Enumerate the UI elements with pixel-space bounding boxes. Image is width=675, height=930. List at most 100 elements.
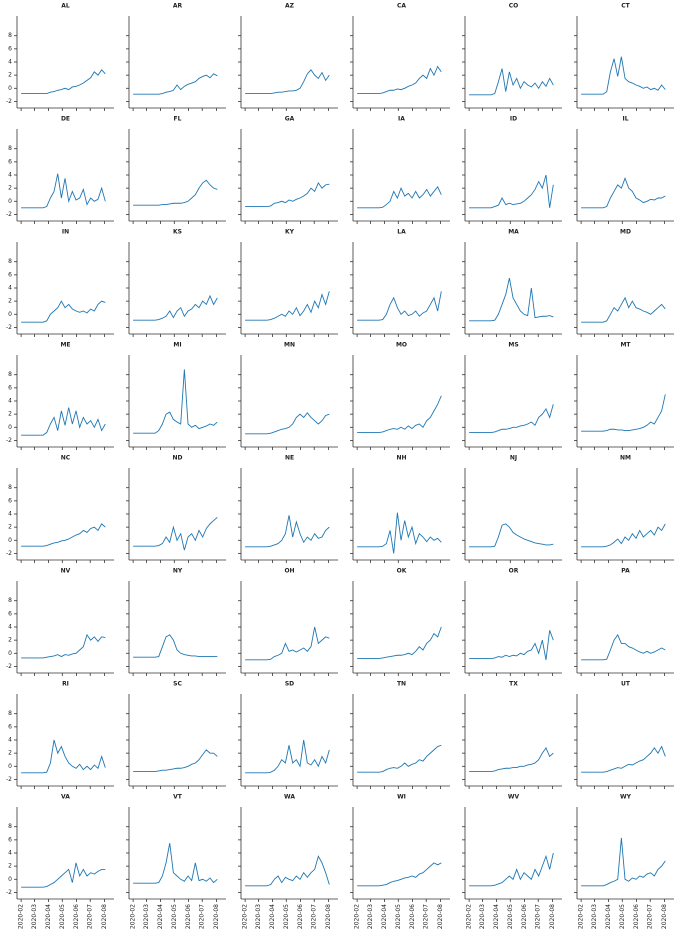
- y-tick-label: 0: [8, 424, 12, 431]
- series-line: [245, 515, 330, 548]
- series-line: [357, 744, 442, 773]
- y-tick-label: 8: [8, 823, 12, 830]
- y-tick-label: 2: [8, 750, 12, 757]
- series-line: [245, 69, 330, 94]
- panel-title: MI: [173, 342, 181, 349]
- y-tick-label: 2: [8, 637, 12, 644]
- x-tick-label: 2020-08: [437, 904, 444, 929]
- panel-title: MA: [508, 229, 519, 236]
- x-tick-label: 2020-03: [479, 904, 486, 929]
- x-tick-label: 2020-02: [578, 904, 585, 929]
- series-line: [133, 749, 218, 772]
- x-tick-label: 2020-03: [367, 904, 374, 929]
- x-tick-label: 2020-08: [549, 904, 556, 929]
- x-tick-label: 2020-04: [493, 904, 500, 929]
- series-line: [245, 739, 330, 774]
- y-tick-label: -2: [6, 437, 12, 444]
- panel-title: NH: [396, 455, 406, 462]
- panel-title: ME: [60, 342, 70, 349]
- series-line: [133, 634, 218, 658]
- panel-title: VT: [173, 794, 183, 801]
- series-line: [581, 745, 666, 773]
- y-tick-label: 4: [8, 59, 12, 66]
- panel-title: SC: [173, 681, 182, 688]
- x-tick-label: 2020-07: [535, 904, 542, 929]
- series-line: [245, 855, 330, 887]
- x-tick-label: 2020-06: [297, 904, 304, 929]
- series-line: [357, 185, 442, 209]
- series-line: [245, 626, 330, 661]
- x-tick-label: 2020-08: [661, 904, 668, 929]
- panel-title: TX: [509, 681, 518, 688]
- panel-title: KY: [285, 229, 295, 236]
- series-line: [469, 523, 554, 548]
- x-tick-label: 2020-04: [605, 904, 612, 929]
- y-tick-label: 8: [8, 484, 12, 491]
- series-line: [133, 179, 218, 206]
- panel-title: SD: [285, 681, 294, 688]
- y-tick-label: -2: [6, 776, 12, 783]
- panel-title: IN: [62, 229, 69, 236]
- panel-title: VA: [61, 794, 70, 801]
- y-tick-label: 8: [8, 710, 12, 717]
- series-line: [357, 291, 442, 321]
- panel-title: NY: [173, 568, 183, 575]
- y-tick-label: -2: [6, 889, 12, 896]
- panel-title: GA: [285, 116, 295, 123]
- panel-title: MN: [284, 342, 295, 349]
- panel-title: DE: [61, 116, 70, 123]
- x-tick-label: 2020-05: [507, 904, 514, 929]
- x-tick-label: 2020-02: [242, 904, 249, 929]
- series-line: [469, 68, 554, 96]
- series-line: [469, 630, 554, 660]
- series-line: [133, 516, 218, 551]
- panel-title: TN: [397, 681, 406, 688]
- y-tick-label: 2: [8, 524, 12, 531]
- panel-title: IL: [622, 116, 628, 123]
- series-line: [21, 633, 106, 659]
- y-tick-label: 6: [8, 45, 12, 52]
- y-tick-label: 4: [8, 172, 12, 179]
- y-tick-label: 0: [8, 311, 12, 318]
- y-tick-label: 8: [8, 32, 12, 39]
- y-tick-label: 6: [8, 271, 12, 278]
- y-tick-label: 6: [8, 158, 12, 165]
- panel-title: KS: [173, 229, 182, 236]
- series-line: [21, 300, 106, 323]
- series-line: [21, 407, 106, 436]
- y-tick-label: 8: [8, 145, 12, 152]
- panel-title: OR: [509, 568, 519, 575]
- y-tick-label: 2: [8, 863, 12, 870]
- y-tick-label: 0: [8, 763, 12, 770]
- series-line: [21, 173, 106, 209]
- panel-title: OH: [284, 568, 294, 575]
- y-tick-label: 0: [8, 876, 12, 883]
- x-tick-label: 2020-03: [143, 904, 150, 929]
- x-tick-label: 2020-07: [199, 904, 206, 929]
- y-tick-label: 0: [8, 537, 12, 544]
- x-tick-label: 2020-07: [647, 904, 654, 929]
- panel-title: NV: [61, 568, 71, 575]
- y-tick-label: 2: [8, 72, 12, 79]
- panel-title: NM: [620, 455, 631, 462]
- x-tick-label: 2020-02: [18, 904, 25, 929]
- panel-title: WA: [284, 794, 295, 801]
- x-tick-label: 2020-07: [311, 904, 318, 929]
- series-line: [245, 291, 330, 321]
- y-tick-label: -2: [6, 663, 12, 670]
- series-line: [357, 395, 442, 433]
- panel-title: IA: [398, 116, 405, 123]
- panel-title: WY: [620, 794, 632, 801]
- series-line: [581, 394, 666, 432]
- series-line: [357, 862, 442, 887]
- series-line: [469, 746, 554, 772]
- series-line: [469, 852, 554, 887]
- y-tick-label: 4: [8, 285, 12, 292]
- series-line: [357, 626, 442, 659]
- series-line: [469, 174, 554, 209]
- y-tick-label: 0: [8, 650, 12, 657]
- series-line: [245, 412, 330, 435]
- y-tick-label: 6: [8, 610, 12, 617]
- panel-title: WI: [397, 794, 406, 801]
- panel-title: NC: [61, 455, 71, 462]
